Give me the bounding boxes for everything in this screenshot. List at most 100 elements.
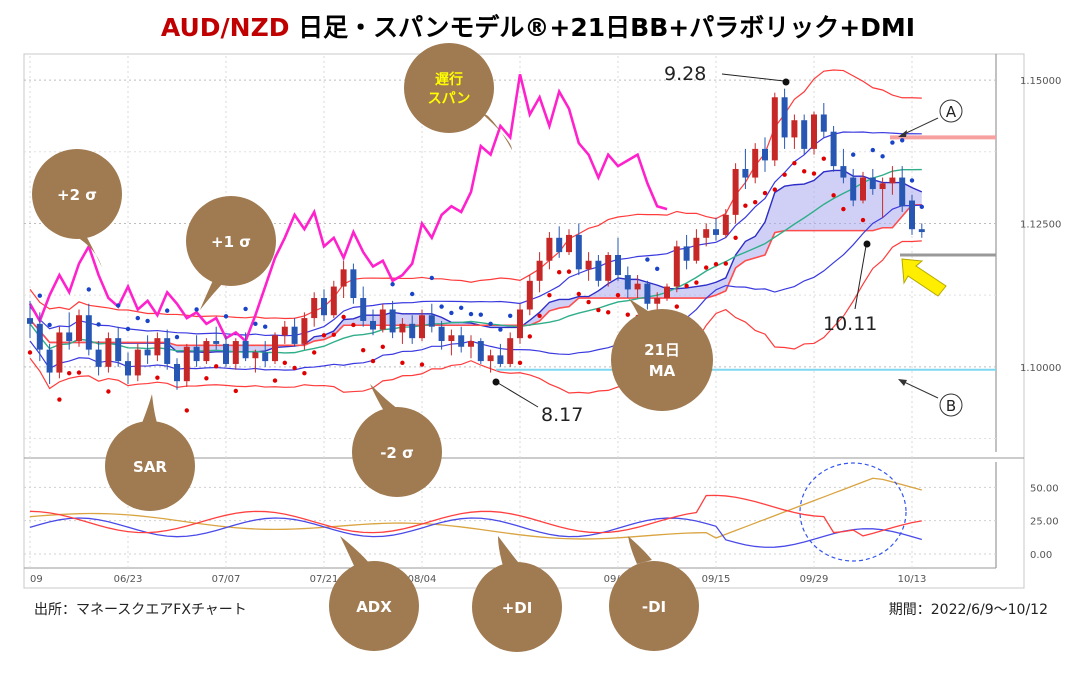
sar-dot-59 xyxy=(606,310,611,315)
sar-dot-28 xyxy=(302,370,307,376)
high-annotation: 9.28 xyxy=(664,63,706,85)
candle-body-88 xyxy=(889,177,896,184)
sar-dot-57 xyxy=(586,299,591,305)
candle-body-6 xyxy=(85,315,92,350)
sar-dot-4 xyxy=(67,370,72,376)
sar-dot-16 xyxy=(184,408,189,413)
candle-body-38 xyxy=(399,323,406,333)
sar-dot-6 xyxy=(86,287,92,292)
sar-dot-31 xyxy=(331,332,336,337)
sar-dot-80 xyxy=(811,171,817,176)
plus-di-line xyxy=(29,517,922,548)
dmi-panel xyxy=(29,477,922,548)
sar-dot-20 xyxy=(223,314,229,319)
candle-body-13 xyxy=(154,338,161,356)
sar-dot-39 xyxy=(410,291,415,297)
candle-body-72 xyxy=(732,168,739,215)
candle-body-74 xyxy=(752,148,759,178)
sar-dot-10 xyxy=(125,326,131,332)
sar-dot-58 xyxy=(596,307,601,313)
sar-dot-73 xyxy=(743,203,748,208)
candle-body-32 xyxy=(340,269,347,287)
sar-dot-76 xyxy=(772,187,777,192)
sar-dot-84 xyxy=(851,152,856,157)
dmi-tick-label-2: 0.00 xyxy=(1030,550,1052,561)
sar-dot-19 xyxy=(214,364,219,369)
sar-dot-17 xyxy=(194,307,199,312)
candle-body-91 xyxy=(918,229,925,233)
candle-body-26 xyxy=(281,326,288,336)
candle-body-20 xyxy=(223,343,229,364)
svg-text:AUD/NZD 日足・スパンモデル®+21日BB+パラボリッ: AUD/NZD 日足・スパンモデル®+21日BB+パラボリック+DMI xyxy=(161,13,915,42)
price-tick-label-1: 1.12500 xyxy=(1020,219,1061,230)
span-model-cloud xyxy=(29,169,923,354)
candle-body-19 xyxy=(213,341,220,344)
candle-body-8 xyxy=(105,338,112,367)
candle-body-16 xyxy=(183,346,190,382)
chart-title-pair: AUD/NZD xyxy=(161,13,290,42)
minus-di-line xyxy=(29,494,922,537)
date-tick-label-4: 08/04 xyxy=(408,574,437,585)
sar-dot-3 xyxy=(57,397,62,402)
candle-body-45 xyxy=(468,341,474,347)
adx-line xyxy=(29,477,922,540)
date-tick-label-0: 09 xyxy=(30,574,43,585)
candle-body-70 xyxy=(713,229,719,235)
bubble-ma-line2: MA xyxy=(649,362,676,380)
sar-dot-89 xyxy=(900,138,905,143)
sar-dot-27 xyxy=(292,365,297,371)
sar-dot-42 xyxy=(439,304,444,309)
candle-body-57 xyxy=(585,260,592,270)
candle-body-5 xyxy=(76,315,82,342)
candle-body-48 xyxy=(497,355,504,364)
last-pointer-dot xyxy=(863,240,871,248)
sar-dot-35 xyxy=(370,358,376,364)
annotations: 9.28 8.17 10.11 A B xyxy=(492,63,963,426)
bubble-sar: SAR xyxy=(105,394,195,511)
candle-body-41 xyxy=(428,315,435,327)
candle-body-86 xyxy=(869,177,876,190)
sar-dot-34 xyxy=(361,348,366,353)
candle-body-29 xyxy=(311,298,318,319)
marker-b-label: B xyxy=(946,397,956,415)
candle-body-89 xyxy=(899,177,906,207)
sar-dot-77 xyxy=(782,172,787,177)
footer-source: 出所：マネースクエアFXチャート xyxy=(34,602,247,618)
candle-body-80 xyxy=(811,114,817,149)
bubble-sar-label: SAR xyxy=(133,458,167,476)
sar-dot-36 xyxy=(380,344,385,349)
candle-body-56 xyxy=(575,234,582,270)
candle-body-50 xyxy=(517,309,523,339)
chart-frame xyxy=(23,53,1025,589)
candle-body-78 xyxy=(791,120,798,138)
candle-body-10 xyxy=(125,361,131,376)
candle-body-37 xyxy=(389,309,396,333)
candle-body-69 xyxy=(703,229,710,238)
sar-dot-54 xyxy=(557,270,562,275)
candle-body-25 xyxy=(272,335,278,362)
date-tick-label-7: 09/15 xyxy=(702,574,731,585)
sar-dot-15 xyxy=(174,334,180,340)
sar-dot-9 xyxy=(116,303,121,308)
bubble-adx: ADX xyxy=(329,536,419,651)
sar-dot-26 xyxy=(282,360,287,366)
candle-body-75 xyxy=(762,148,768,161)
yellow-arrow-icon xyxy=(901,258,947,297)
candle-body-55 xyxy=(566,234,572,253)
sar-dot-82 xyxy=(831,193,836,198)
sar-dot-2 xyxy=(47,322,52,328)
sar-dot-75 xyxy=(762,190,768,196)
candle-body-83 xyxy=(840,166,847,178)
bubble-span-line1: 遅行 xyxy=(435,71,463,88)
candle-body-23 xyxy=(252,352,259,359)
bubble-span: 遅行 スパン xyxy=(404,43,512,150)
sar-dot-87 xyxy=(880,154,885,159)
sar-dot-48 xyxy=(498,327,503,332)
sar-dot-68 xyxy=(694,280,699,285)
candle-body-39 xyxy=(409,323,416,339)
sar-dot-47 xyxy=(488,321,493,327)
sar-dot-56 xyxy=(576,291,581,297)
candlesticks xyxy=(27,88,925,390)
candle-body-52 xyxy=(536,260,543,281)
sar-dot-29 xyxy=(312,350,317,355)
